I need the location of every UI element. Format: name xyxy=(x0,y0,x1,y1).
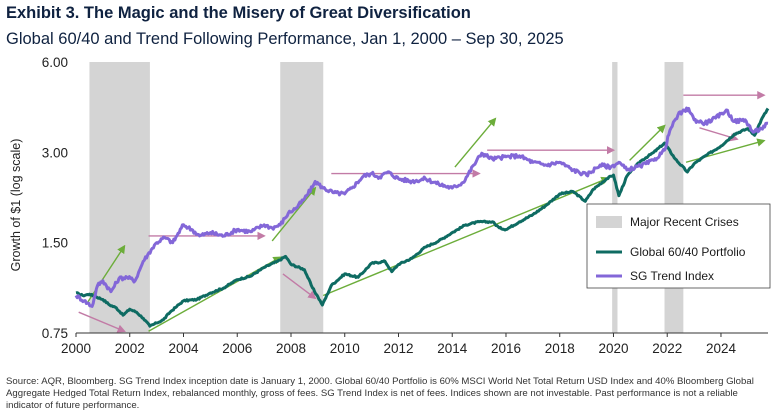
series-lines xyxy=(74,106,770,328)
y-tick-label: 6.00 xyxy=(42,55,68,70)
crisis-bands xyxy=(89,62,684,333)
x-tick-label: 2008 xyxy=(276,341,306,356)
y-axis-label: Growth of $1 (log scale) xyxy=(9,139,23,272)
green-arrow-3 xyxy=(322,176,610,297)
legend-label-trend: SG Trend Index xyxy=(630,269,714,283)
axes: 0.75 1.50 3.00 6.00 2000 2002 2004 2006 2008 2010… xyxy=(42,55,768,356)
chart-subtitle: Global 60/40 and Trend Following Perform… xyxy=(6,30,564,48)
pink-arrow-5 xyxy=(282,273,317,300)
green-arrow-5 xyxy=(629,124,666,161)
x-tick-label: 2022 xyxy=(652,341,682,356)
x-tick-label: 2018 xyxy=(545,341,575,356)
legend-label-sixty-forty: Global 60/40 Portfolio xyxy=(630,245,746,259)
y-tick-label: 3.00 xyxy=(42,145,68,160)
y-tick-label: 1.50 xyxy=(42,236,68,251)
legend-swatch-crises xyxy=(596,216,622,228)
series-line-trend xyxy=(74,106,769,308)
x-tick-label: 2020 xyxy=(598,341,628,356)
x-tick-label: 2010 xyxy=(330,341,360,356)
crisis-band-0 xyxy=(89,62,150,333)
crisis-band-2 xyxy=(612,62,618,333)
green-arrow-4 xyxy=(454,117,497,168)
legend: Major Recent Crises Global 60/40 Portfol… xyxy=(586,203,771,289)
x-tick-label: 2024 xyxy=(706,341,737,356)
green-arrow-2 xyxy=(271,186,317,242)
x-tick-label: 2004 xyxy=(168,341,199,356)
x-tick-label: 2016 xyxy=(491,341,521,356)
legend-label-crises: Major Recent Crises xyxy=(630,215,739,229)
x-tick-label: 2000 xyxy=(61,341,91,356)
crisis-band-3 xyxy=(664,62,684,333)
y-tick-label: 0.75 xyxy=(42,326,68,341)
x-tick-label: 2002 xyxy=(115,341,145,356)
chart-title: Exhibit 3. The Magic and the Misery of G… xyxy=(6,4,471,22)
crisis-band-1 xyxy=(280,62,324,333)
x-tick-label: 2014 xyxy=(437,341,468,356)
pink-arrow-4 xyxy=(78,311,126,333)
x-tick-label: 2006 xyxy=(222,341,252,356)
x-tick-label: 2012 xyxy=(383,341,413,356)
source-note: Source: AQR, Bloomberg. SG Trend Index i… xyxy=(6,376,754,411)
series-line-sixty-forty xyxy=(75,107,770,328)
